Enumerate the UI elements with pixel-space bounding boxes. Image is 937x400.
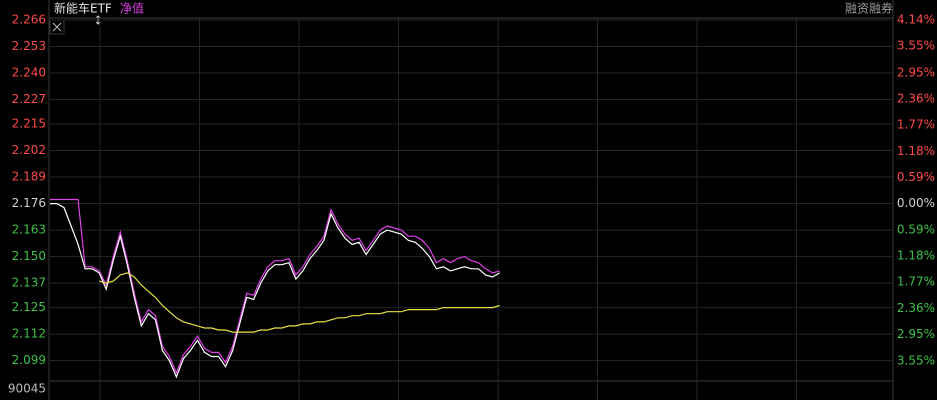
y-tick-label: 2.112 (12, 327, 46, 341)
y-tick-label: 2.227 (12, 92, 46, 106)
y2-tick-label: 2.36% (897, 91, 935, 105)
chart-title: 新能车ETF (54, 1, 112, 16)
y2-tick-label: 3.55% (897, 39, 935, 53)
y2-tick-label: 0.59% (897, 222, 935, 236)
y-tick-label: 2.215 (12, 117, 46, 131)
y-tick-label: 2.266 (12, 13, 46, 27)
series-line (50, 198, 500, 375)
y2-tick-label: 2.95% (897, 327, 935, 341)
y-tick-label: 2.202 (12, 143, 46, 157)
y2-tick-label: 4.14% (897, 13, 935, 27)
y2-tick-label: 1.77% (897, 118, 935, 132)
y2-tick-label: 2.95% (897, 65, 935, 79)
y2-tick-label: 0.00% (897, 196, 935, 210)
y-tick-label: 2.240 (12, 66, 46, 80)
series-line (50, 203, 500, 379)
y2-tick-label: 1.77% (897, 275, 935, 289)
y-tick-label: 2.253 (12, 39, 46, 53)
y-tick-label: 2.099 (12, 353, 46, 367)
y2-tick-label: 1.18% (897, 144, 935, 158)
y2-tick-label: 0.59% (897, 170, 935, 184)
y2-tick-label: 3.55% (897, 354, 935, 368)
plot: 2.266 2.253 2.240 2.227 2.215 2.202 2.189 2.176… (12, 0, 935, 400)
chart-subtitle: 净值 (120, 1, 144, 16)
top-right-label[interactable]: 融资融券 (845, 1, 893, 16)
y-tick-label: 2.163 (12, 223, 46, 237)
close-button[interactable] (49, 19, 65, 35)
series-line (99, 272, 500, 333)
y-tick-label: 2.125 (12, 300, 46, 314)
y2-tick-label: 2.36% (897, 301, 935, 315)
volume-label: 90045 (8, 382, 46, 396)
y-tick-label: 2.137 (12, 276, 46, 290)
y-tick-label: 2.189 (12, 170, 46, 184)
y-tick-label: 2.176 (12, 196, 46, 210)
y2-tick-label: 1.18% (897, 248, 935, 262)
y-tick-label: 2.150 (12, 249, 46, 263)
